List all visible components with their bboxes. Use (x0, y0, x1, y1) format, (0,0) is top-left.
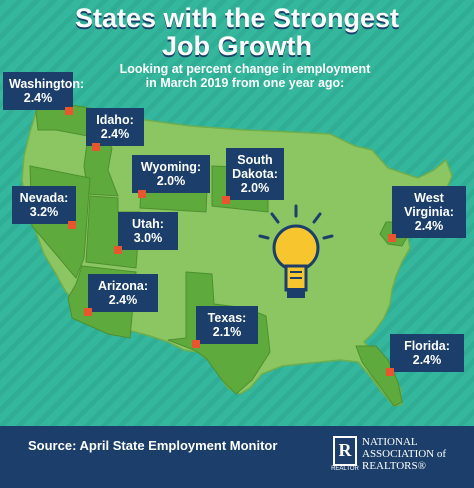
label-south-dakota: South Dakota: 2.0% (222, 148, 284, 204)
org-line-3: REALTORS® (362, 460, 426, 472)
state-value: 2.1% (212, 325, 242, 339)
pin-icon (114, 246, 122, 254)
subtitle-line-2: in March 2019 from one year ago: (145, 76, 345, 90)
title-line-1: States with the Strongest (74, 3, 400, 33)
state-name-line-1: West (414, 191, 444, 205)
state-name: Utah: (132, 217, 164, 231)
label-florida: Florida: 2.4% (386, 334, 464, 376)
pin-icon (222, 196, 230, 204)
pin-icon (388, 234, 396, 242)
subtitle-line-1: Looking at percent change in employment (119, 62, 371, 76)
pin-icon (68, 221, 76, 229)
label-utah: Utah: 3.0% (114, 212, 178, 254)
label-arizona: Arizona: 2.4% (84, 274, 158, 316)
label-texas: Texas: 2.1% (192, 306, 258, 348)
state-name: Florida: (404, 339, 450, 353)
page-title: States with the Strongest Job Growth (0, 4, 474, 60)
state-value: 2.4% (412, 353, 442, 367)
state-value: 3.2% (29, 205, 59, 219)
state-name-line-1: South (237, 153, 273, 167)
realtor-logo-icon: R (333, 436, 357, 466)
state-name: Texas: (207, 311, 247, 325)
pin-icon (192, 340, 200, 348)
state-name: Idaho: (96, 113, 134, 127)
label-nevada: Nevada: 3.2% (12, 186, 76, 229)
org-name: NATIONAL ASSOCIATION of REALTORS® (362, 436, 446, 472)
org-line-1: NATIONAL (362, 436, 418, 448)
source-text: Source: April State Employment Monitor (28, 438, 278, 453)
state-value: 2.4% (414, 219, 444, 233)
footer-bar (0, 426, 474, 488)
label-idaho: Idaho: 2.4% (86, 108, 144, 151)
title-line-2: Job Growth (162, 31, 312, 61)
state-name-line-2: Dakota: (232, 167, 278, 181)
pin-icon (92, 143, 100, 151)
state-name: Arizona: (98, 279, 148, 293)
subtitle: Looking at percent change in employment … (95, 62, 395, 90)
label-washington: Washington: 2.4% (3, 72, 85, 115)
logo-letter: R (338, 440, 352, 460)
state-value: 3.0% (133, 231, 163, 245)
state-value: 2.0% (240, 181, 270, 195)
pin-icon (386, 368, 394, 376)
pin-icon (138, 190, 146, 198)
org-line-2: ASSOCIATION of (362, 448, 447, 460)
pin-icon (65, 107, 73, 115)
state-value: 2.4% (23, 91, 53, 105)
state-value: 2.4% (100, 127, 130, 141)
state-name: Washington: (9, 77, 85, 91)
state-florida (355, 345, 403, 407)
state-name: Wyoming: (140, 160, 202, 174)
label-wyoming: Wyoming: 2.0% (132, 155, 210, 198)
state-value: 2.4% (108, 293, 138, 307)
state-name-line-2: Virginia: (404, 205, 454, 219)
pin-icon (84, 308, 92, 316)
state-name: Nevada: (19, 191, 69, 205)
realtor-small-text: REALTOR (331, 466, 359, 472)
label-west-virginia: West Virginia: 2.4% (388, 186, 466, 242)
lightbulb-icon (258, 204, 334, 298)
state-value: 2.0% (156, 174, 186, 188)
